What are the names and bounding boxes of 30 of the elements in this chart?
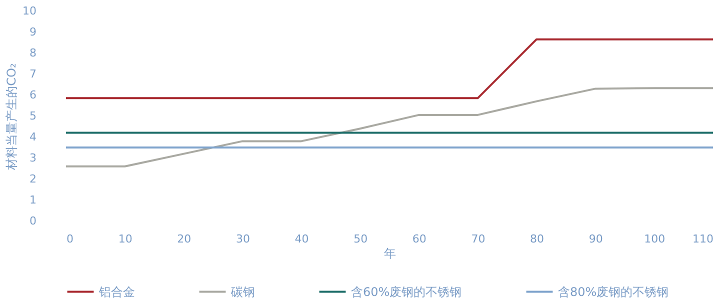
y-tick-label: 8 xyxy=(30,46,36,60)
x-tick-label: 40 xyxy=(294,232,309,246)
y-tick-label: 4 xyxy=(30,130,36,144)
x-tick-label: 70 xyxy=(471,232,486,246)
y-tick-label: 7 xyxy=(30,68,36,80)
x-tick-label: 90 xyxy=(588,232,603,246)
y-tick-label: 9 xyxy=(30,26,36,38)
y-tick-label: 0 xyxy=(30,214,36,228)
y-axis-title: 材料当量产生的CO₂ xyxy=(4,62,19,171)
legend-label: 含80%废钢的不锈钢 xyxy=(558,284,669,299)
x-tick-label: 0 xyxy=(66,232,74,246)
x-tick-label: 100 xyxy=(644,232,666,246)
legend-label: 铝合金 xyxy=(98,284,135,299)
x-tick-label: 30 xyxy=(236,232,250,246)
y-tick-label: 3 xyxy=(30,152,36,164)
x-tick-label: 10 xyxy=(118,232,132,246)
y-tick-label: 2 xyxy=(30,172,36,186)
legend-label: 碳钢 xyxy=(230,284,255,299)
x-axis-title: 年 xyxy=(384,246,396,260)
y-tick-label: 10 xyxy=(22,4,36,18)
x-tick-label: 20 xyxy=(177,232,192,246)
y-tick-label: 6 xyxy=(30,88,36,102)
legend-label: 含60%废钢的不锈钢 xyxy=(351,284,462,299)
x-tick-label: 50 xyxy=(354,232,368,246)
x-tick-label: 80 xyxy=(530,232,544,246)
line-series xyxy=(65,87,714,168)
x-tick-label: 110 xyxy=(692,232,714,246)
x-tick-label: 60 xyxy=(412,232,426,246)
y-tick-label: 1 xyxy=(30,194,36,206)
y-tick-label: 5 xyxy=(30,110,36,122)
